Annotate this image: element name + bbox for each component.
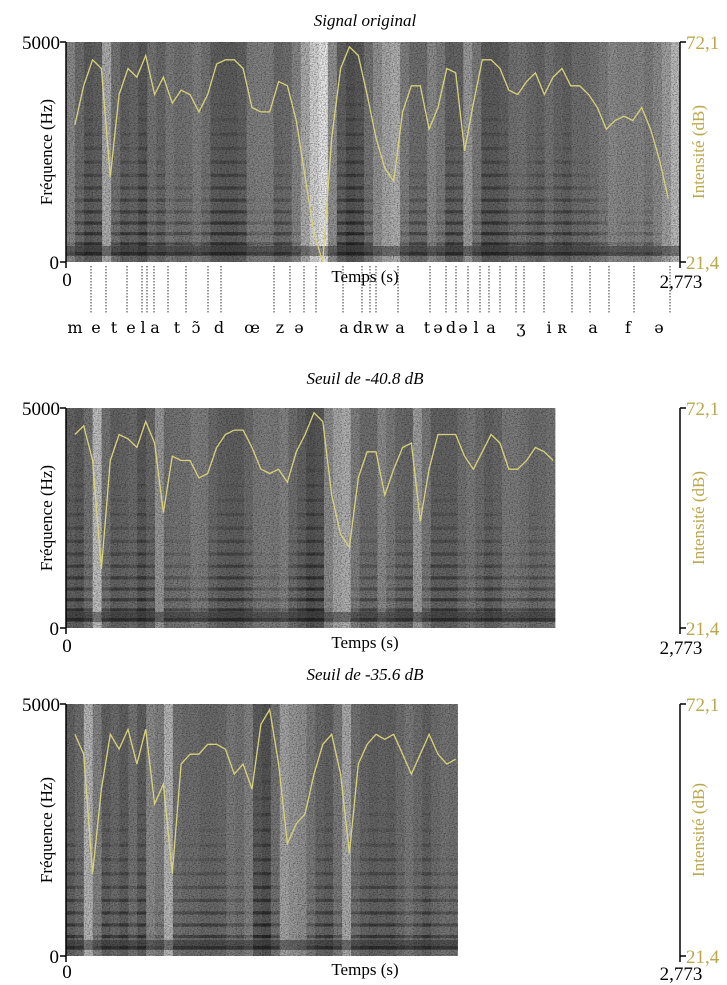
panel-1-y2-min-label: 21,4 [686, 253, 720, 274]
panel-3-y2-max-label: 72,1 [686, 695, 719, 716]
panel-2-title: Seuil de -40.8 dB [306, 369, 424, 388]
phoneme-label: d [353, 318, 363, 337]
panel-3-x-min-label: 0 [62, 962, 72, 983]
panel-2-intensity-curve [74, 411, 554, 570]
phoneme-transcription: m e t e l a t ɔ̃ d œ z ə a d ʀ w a t ə d ə l a ʒ i ʀ a f ə [67, 318, 663, 337]
phoneme-label: i [546, 318, 551, 337]
panel-2-y-axis-label: Fréquence (Hz) [37, 465, 56, 571]
phoneme-label: ə [433, 318, 442, 337]
panel-3-title: Seuil de -35.6 dB [306, 665, 424, 684]
panel-1-x-min-label: 0 [62, 270, 72, 291]
panel-1: Signal original 5000 0 0 2,773 Temps (s)… [22, 11, 720, 337]
phoneme-label: ə [294, 318, 303, 337]
phoneme-label: a [150, 318, 160, 337]
phoneme-label: t [424, 318, 431, 337]
panel-2-x-axis-label: Temps (s) [331, 633, 398, 652]
panel-1-y2-max-label: 72,1 [686, 33, 719, 54]
phoneme-label: a [395, 318, 405, 337]
phoneme-label: œ [244, 318, 260, 337]
panel-3-y2-axis-label: Intensité (dB) [689, 783, 708, 877]
panel-2-x-max-label: 2,773 [660, 638, 703, 659]
panel-1-x-axis-label: Temps (s) [331, 267, 398, 286]
panel-1-x-max-label: 2,773 [660, 272, 703, 293]
spectrogram-energy [66, 42, 680, 262]
phoneme-label: ɔ̃ [192, 318, 201, 337]
panel-3-y-min-label: 0 [50, 947, 60, 968]
panel-3-intensity-curve [74, 707, 457, 874]
phoneme-label: a [486, 318, 496, 337]
phoneme-label: d [446, 318, 456, 337]
panel-3-y-max-label: 5000 [22, 695, 60, 716]
panel-1-title: Signal original [314, 11, 417, 30]
panel-2-y-max-label: 5000 [22, 399, 60, 420]
phoneme-label: f [625, 318, 632, 337]
panel-1-spectrogram [66, 42, 680, 262]
phoneme-label: a [339, 318, 349, 337]
panel-1-y-min-label: 0 [50, 253, 60, 274]
panel-3-x-max-label: 2,773 [660, 964, 703, 985]
phoneme-boundaries [90, 266, 671, 313]
panel-2-y2-axis-label: Intensité (dB) [689, 471, 708, 565]
phoneme-label: ʒ [516, 318, 525, 337]
phoneme-label: z [276, 318, 284, 337]
phoneme-label: a [588, 318, 598, 337]
panel-2: Seuil de -40.8 dB 5000 0 0 2,773 Temps (… [22, 369, 720, 659]
phoneme-label: t [111, 318, 118, 337]
phoneme-label: w [375, 318, 389, 337]
phoneme-label: e [126, 318, 135, 337]
phoneme-label: e [91, 318, 100, 337]
phoneme-label: l [140, 318, 145, 337]
panel-1-y2-axis-label: Intensité (dB) [689, 105, 708, 199]
panel-3: Seuil de -35.6 dB 5000 0 0 2,773 Temps (… [22, 665, 720, 985]
panel-1-y-max-label: 5000 [22, 33, 60, 54]
phoneme-label: ʀ [363, 318, 373, 337]
panel-3-x-axis-label: Temps (s) [331, 960, 398, 979]
phoneme-label: ʀ [557, 318, 567, 337]
panel-1-intensity-curve [74, 45, 669, 263]
phoneme-label: m [67, 318, 82, 337]
panel-2-x-min-label: 0 [62, 636, 72, 657]
spectrogram-energy [66, 704, 458, 956]
panel-2-y2-max-label: 72,1 [686, 399, 719, 420]
phoneme-label: ə [458, 318, 467, 337]
phoneme-label: t [174, 318, 181, 337]
panel-3-y-axis-label: Fréquence (Hz) [37, 777, 56, 883]
phoneme-label: d [214, 318, 224, 337]
panel-2-spectrogram [66, 408, 556, 628]
panel-2-y2-min-label: 21,4 [686, 619, 720, 640]
spectrogram-energy [66, 408, 556, 628]
panel-3-y2-min-label: 21,4 [686, 947, 720, 968]
phoneme-label: ə [654, 318, 663, 337]
panel-3-spectrogram [66, 704, 458, 956]
phoneme-label: l [473, 318, 478, 337]
panel-2-y-min-label: 0 [50, 619, 60, 640]
panel-1-y-axis-label: Fréquence (Hz) [37, 99, 56, 205]
